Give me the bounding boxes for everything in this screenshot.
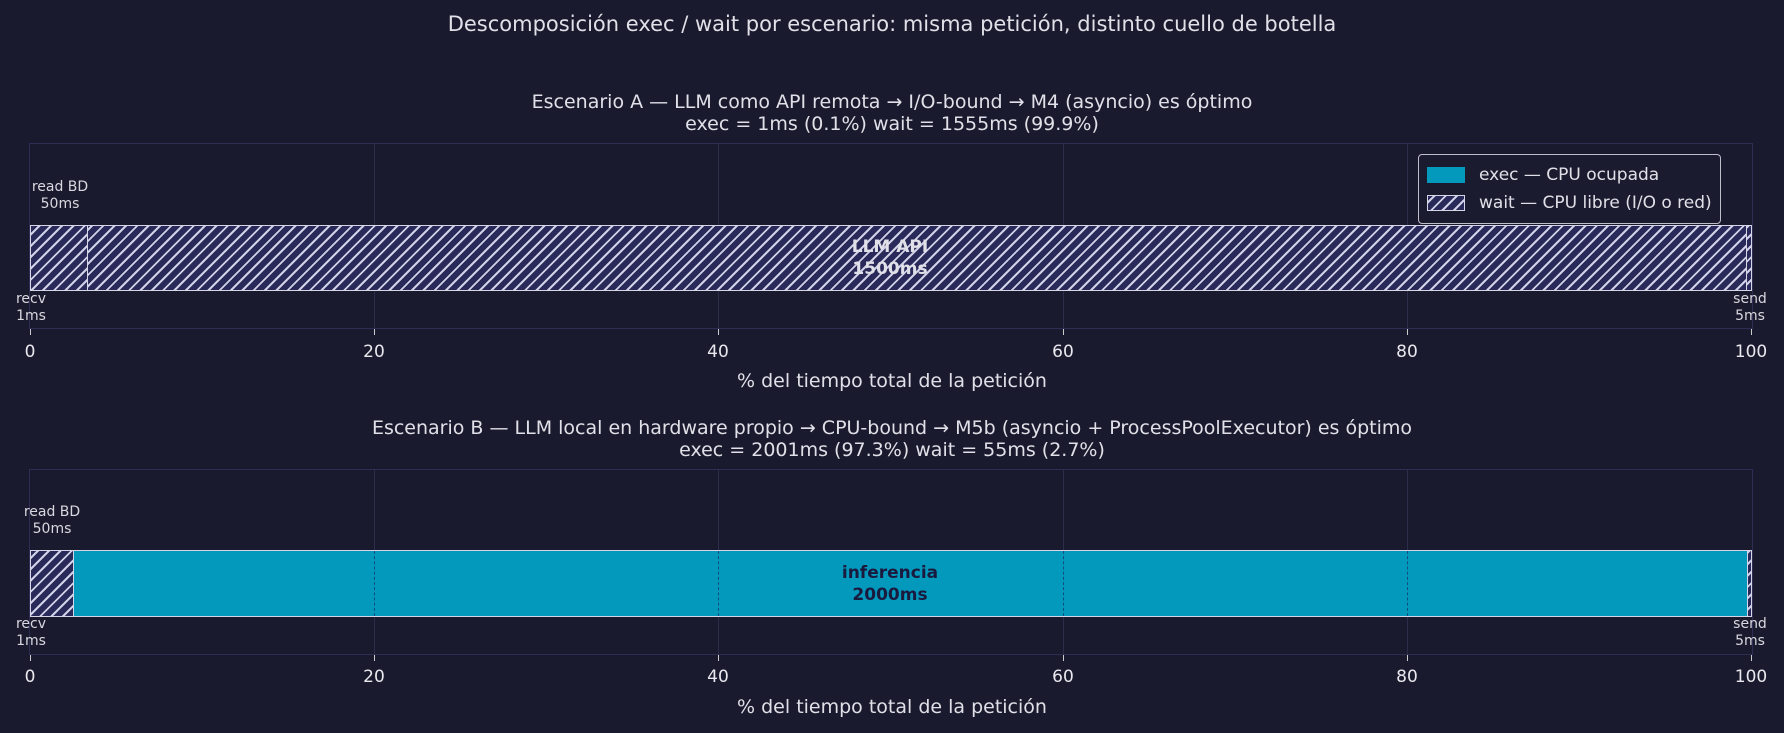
x-tick (374, 329, 375, 335)
scenario-b-segment-read-bd (30, 550, 74, 617)
x-tick-label: 0 (24, 342, 36, 362)
x-tick (718, 655, 719, 661)
scenario-a-read-label: read BD 50ms (20, 179, 100, 213)
x-tick (1751, 329, 1752, 335)
x-tick (1751, 655, 1752, 661)
x-tick (30, 329, 31, 335)
legend-item-exec: exec — CPU ocupada (1427, 161, 1712, 189)
legend: exec — CPU ocupada wait — CPU libre (I/O… (1418, 154, 1721, 224)
scenario-b-title-line2: exec = 2001ms (97.3%) wait = 55ms (2.7%) (679, 439, 1105, 461)
label-line: LLM API (851, 237, 929, 257)
gridline (718, 551, 719, 616)
x-tick-label: 20 (363, 342, 385, 362)
label-line: 1500ms (852, 259, 928, 279)
label-line: 2000ms (852, 585, 928, 605)
x-tick-label: 20 (363, 667, 385, 687)
wait-hatch-swatch-icon (1427, 195, 1465, 211)
label-line: recv (15, 291, 47, 307)
scenario-a-title: Escenario A — LLM como API remota → I/O-… (0, 91, 1784, 135)
chart-suptitle: Descomposición exec / wait por escenario… (447, 12, 1337, 36)
x-tick-label: 40 (707, 667, 729, 687)
scenario-b-read-label: read BD 50ms (12, 504, 92, 538)
scenario-b-recv-label: recv 1ms (0, 616, 62, 650)
x-tick-label: 100 (1734, 342, 1768, 362)
x-tick (374, 655, 375, 661)
x-tick (30, 655, 31, 661)
x-tick-label: 40 (707, 342, 729, 362)
scenario-b-title: Escenario B — LLM local en hardware prop… (0, 417, 1784, 461)
legend-wait-label: wait — CPU libre (I/O o red) (1479, 193, 1712, 213)
label-line: 5ms (1735, 308, 1765, 324)
x-tick-label: 100 (1734, 667, 1768, 687)
x-tick-label: 80 (1396, 667, 1418, 687)
gridline (1407, 551, 1408, 616)
x-tick-label: 60 (1052, 667, 1074, 687)
label-line: 50ms (40, 196, 80, 212)
label-line: 50ms (32, 521, 72, 537)
scenario-a-segment-send (1746, 225, 1752, 291)
scenario-a-title-line2: exec = 1ms (0.1%) wait = 1555ms (99.9%) (685, 113, 1099, 135)
legend-item-wait: wait — CPU libre (I/O o red) (1427, 189, 1712, 217)
scenario-b-title-line1: Escenario B — LLM local en hardware prop… (371, 417, 1413, 439)
x-tick (1063, 329, 1064, 335)
scenario-a-title-line1: Escenario A — LLM como API remota → I/O-… (531, 91, 1253, 113)
x-tick (1407, 329, 1408, 335)
x-tick (718, 329, 719, 335)
label-line: send (1733, 291, 1767, 307)
x-tick-label: 60 (1052, 342, 1074, 362)
gridline (1063, 551, 1064, 616)
scenario-b-xlabel: % del tiempo total de la petición (737, 696, 1047, 718)
label-line: 1ms (16, 308, 46, 324)
label-line: 5ms (1735, 633, 1765, 649)
x-tick (1063, 655, 1064, 661)
x-tick (1407, 655, 1408, 661)
label-line: send (1733, 616, 1767, 632)
x-tick-label: 80 (1396, 342, 1418, 362)
label-line: recv (15, 616, 47, 632)
x-tick-label: 0 (24, 667, 36, 687)
exec-swatch-icon (1427, 167, 1465, 183)
legend-exec-label: exec — CPU ocupada (1479, 165, 1660, 185)
scenario-b-center-label: inferencia 2000ms (790, 562, 990, 606)
label-line: inferencia (841, 563, 939, 583)
scenario-b-segment-send (1747, 550, 1752, 617)
scenario-a-center-label: LLM API 1500ms (800, 236, 980, 280)
scenario-a-segment-read-bd (30, 225, 88, 291)
label-line: read BD (31, 179, 89, 195)
scenario-b-send-label: send 5ms (1720, 616, 1780, 650)
scenario-a-xlabel: % del tiempo total de la petición (737, 370, 1047, 392)
label-line: read BD (23, 504, 81, 520)
scenario-a-send-label: send 5ms (1720, 291, 1780, 325)
label-line: 1ms (16, 633, 46, 649)
gridline (374, 551, 375, 616)
scenario-a-segment-llm-api (87, 225, 1747, 291)
scenario-b-segment-inferencia (73, 550, 1748, 617)
scenario-a-recv-label: recv 1ms (0, 291, 62, 325)
